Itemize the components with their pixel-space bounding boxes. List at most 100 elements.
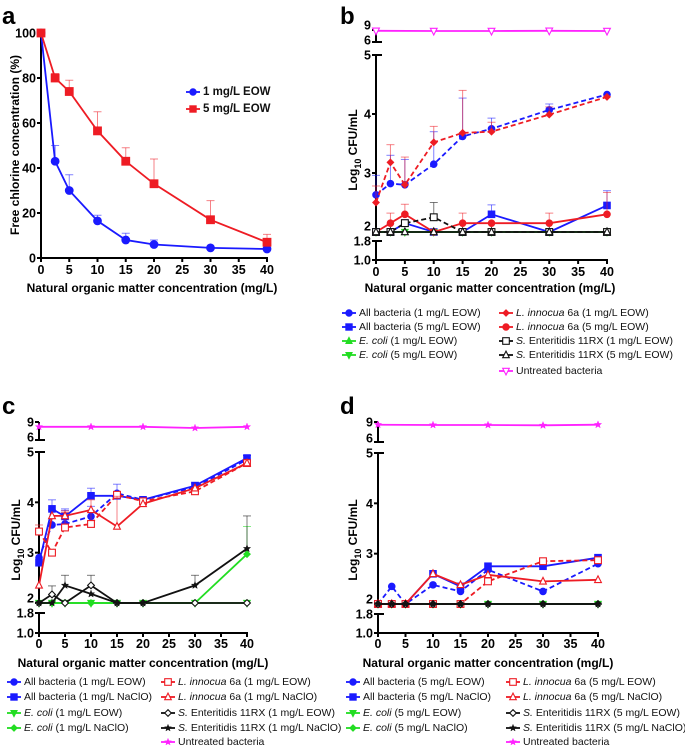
- legend-item: All bacteria (5 mg/L NaClO): [345, 690, 491, 703]
- marker-circle: [190, 88, 197, 95]
- legend-italic: S.: [523, 707, 533, 719]
- legend-italic: S.: [523, 722, 533, 734]
- marker-circle: [388, 583, 395, 590]
- legend-item: All bacteria (1 mg/L NaClO): [6, 690, 152, 703]
- y-tick-label: 5: [364, 49, 371, 63]
- legend-label: (1 mg/L EOW): [53, 707, 123, 719]
- y-tick-label: 6: [27, 431, 34, 445]
- legend-item: All bacteria (5 mg/L EOW): [345, 675, 485, 688]
- marker-diamond: [350, 724, 357, 731]
- legend-label: 6a (5 mg/L EOW): [571, 676, 655, 688]
- marker-star: [87, 590, 94, 597]
- y-label-subscript: 10: [353, 159, 363, 169]
- marker-square: [11, 693, 18, 700]
- marker-square: [165, 678, 172, 685]
- legend-label: (5 mg/L NaClO): [392, 722, 468, 734]
- y-label-subscript: 10: [353, 549, 363, 559]
- x-axis-label: Natural organic matter concentration (mg…: [18, 656, 269, 670]
- y-tick-label: 2: [366, 593, 373, 607]
- y-tick-label: 9: [27, 416, 34, 430]
- marker-square: [485, 563, 492, 570]
- series-untreated-bacteria: [35, 423, 250, 431]
- marker-star: [139, 423, 146, 430]
- x-tick-label: 40: [591, 637, 605, 651]
- marker-circle: [401, 211, 408, 218]
- marker-star: [510, 738, 517, 745]
- legend-symbol: [345, 677, 361, 687]
- x-tick-label: 35: [564, 637, 578, 651]
- x-tick-label: 0: [36, 637, 43, 651]
- y-tick-label: 0: [29, 252, 36, 266]
- y-axis-label: Log10 CFU/mL: [346, 499, 363, 580]
- y-tick-label: 3: [364, 167, 371, 181]
- x-tick-label: 15: [110, 637, 124, 651]
- y-tick-label: 100: [15, 27, 36, 41]
- x-tick-label: 30: [542, 265, 556, 279]
- legend-item: L. innocua 6a (1 mg/L NaClO): [160, 690, 317, 703]
- legend-symbol: [345, 723, 361, 733]
- marker-circle: [94, 217, 102, 225]
- legend-italic: L. innocua: [178, 676, 226, 688]
- legend-label: Enteritidis 11RX (5 mg/L NaClO): [533, 722, 685, 734]
- legend-symbol: [341, 336, 357, 346]
- y-label-log: Log: [9, 559, 23, 581]
- legend-label: (1 mg/L EOW): [388, 335, 458, 347]
- series-line: [376, 95, 607, 195]
- x-tick-label: 25: [162, 637, 176, 651]
- marker-star: [191, 424, 198, 431]
- legend-label: Enteritidis 11RX (5 mg/L EOW): [533, 707, 680, 719]
- marker-square: [346, 323, 353, 330]
- panel-letter: a: [2, 3, 16, 30]
- marker-circle: [387, 180, 394, 187]
- panel-letter: d: [340, 393, 355, 420]
- marker-diamond: [11, 724, 18, 731]
- x-tick-label: 5: [402, 637, 409, 651]
- x-tick-label: 35: [214, 637, 228, 651]
- legend-italic: S.: [178, 707, 188, 719]
- x-tick-label: 5: [401, 265, 408, 279]
- y-label-unit: CFU/mL: [9, 499, 23, 548]
- legend-item: E. coli (1 mg/L NaClO): [6, 721, 129, 734]
- y-tick-label: 1.8: [354, 235, 371, 249]
- legend-italic: L. innocua: [516, 307, 564, 319]
- legend-symbol: [505, 723, 521, 733]
- x-axis-label: Natural organic matter concentration (mg…: [363, 656, 614, 670]
- marker-square: [430, 214, 437, 221]
- y-tick-label: 9: [364, 19, 371, 33]
- legend-label: Untreated bacteria: [178, 736, 264, 748]
- marker-square: [49, 549, 56, 556]
- marker-star: [539, 422, 546, 429]
- legend-item: Untreated bacteria: [160, 735, 264, 748]
- marker-square: [263, 238, 271, 246]
- series-l-innocua-6a-1-mg-l-eow-: [372, 90, 610, 205]
- marker-square: [488, 211, 495, 218]
- y-tick-label: 9: [366, 416, 373, 430]
- legend-item: All bacteria (5 mg/L EOW): [341, 320, 481, 333]
- marker-square: [540, 558, 547, 565]
- marker-circle: [346, 309, 353, 316]
- legend-symbol: [6, 723, 22, 733]
- marker-circle: [65, 187, 73, 195]
- marker-circle: [122, 236, 130, 244]
- legend-item: S. Enteritidis 11RX (5 mg/L EOW): [505, 706, 680, 719]
- x-tick-label: 5: [62, 637, 69, 651]
- legend-symbol: [498, 336, 514, 346]
- y-label-log: Log: [346, 559, 360, 581]
- y-label-subscript: 10: [16, 549, 26, 559]
- x-tick-label: 0: [373, 265, 380, 279]
- x-tick-label: 10: [91, 263, 105, 277]
- legend-italic: S.: [516, 349, 526, 361]
- legend-italic: L. innocua: [523, 691, 571, 703]
- x-tick-label: 20: [481, 637, 495, 651]
- y-label-unit: CFU/mL: [346, 109, 360, 158]
- y-tick-label: 6: [364, 34, 371, 48]
- marker-star: [594, 421, 601, 428]
- legend-symbol: [498, 366, 514, 376]
- legend-label: Untreated bacteria: [516, 365, 602, 377]
- marker-circle: [350, 678, 357, 685]
- y-label-unit: CFU/mL: [346, 499, 360, 548]
- marker-square: [122, 157, 130, 165]
- legend-label: Enteritidis 11RX (5 mg/L EOW): [526, 349, 673, 361]
- x-tick-label: 25: [513, 265, 527, 279]
- x-tick-label: 30: [536, 637, 550, 651]
